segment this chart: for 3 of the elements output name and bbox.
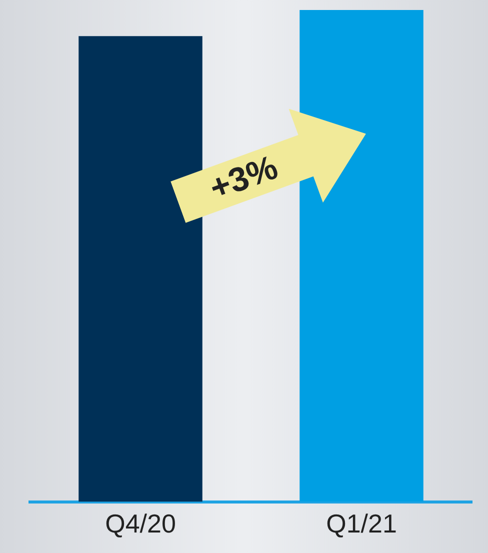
x-tick-label: Q4/20 [105,508,176,539]
annotation: +3% [204,147,284,210]
x-tick-label: Q1/21 [326,508,397,539]
